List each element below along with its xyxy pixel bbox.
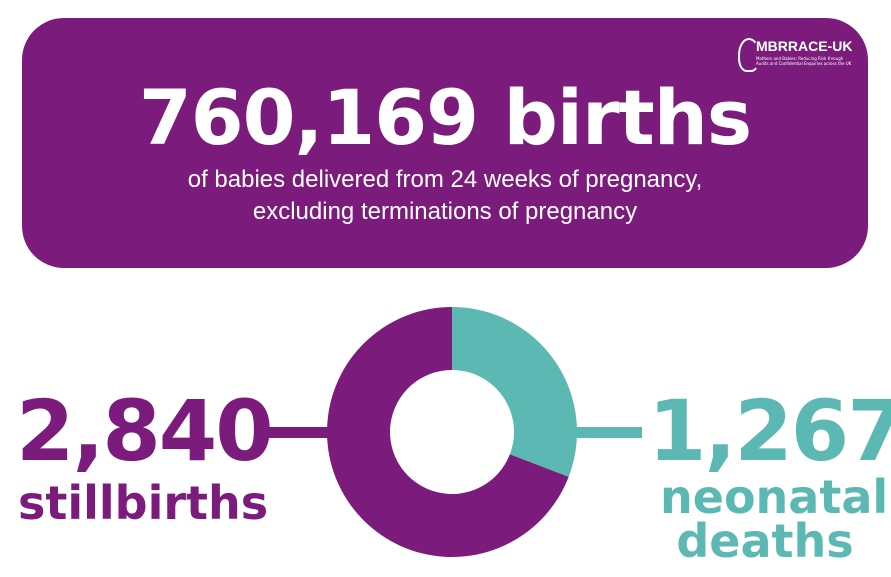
neonatal-connector (574, 427, 642, 438)
stillbirths-label: stillbirths (18, 476, 269, 530)
subtitle-line-2: excluding terminations of pregnancy (252, 198, 638, 225)
neonatal-value: 1,267 (648, 382, 891, 480)
neonatal-label-line-1: neonatal (660, 470, 889, 524)
births-subtitle: of babies delivered from 24 weeks of pre… (22, 164, 868, 228)
subtitle-line-1: of babies delivered from 24 weeks of pre… (187, 166, 703, 193)
headline-banner: MBRRACE-UK Mothers and Babies: Reducing … (22, 18, 868, 268)
logo-name: MBRRACE-UK (756, 38, 853, 54)
stillbirths-value: 2,840 (16, 382, 274, 480)
donut-slice-stillbirths (327, 307, 569, 557)
logo-tagline: Mothers and Babies: Reducing Risk throug… (756, 56, 852, 66)
mbrrace-logo: MBRRACE-UK Mothers and Babies: Reducing … (738, 36, 856, 78)
births-headline: 760,169 births (138, 73, 752, 162)
stillbirths-connector (256, 427, 332, 438)
neonatal-label-line-2: deaths (676, 514, 854, 568)
logo-mark-icon (738, 38, 760, 72)
donut-slice-neonatal-deaths (452, 307, 578, 477)
